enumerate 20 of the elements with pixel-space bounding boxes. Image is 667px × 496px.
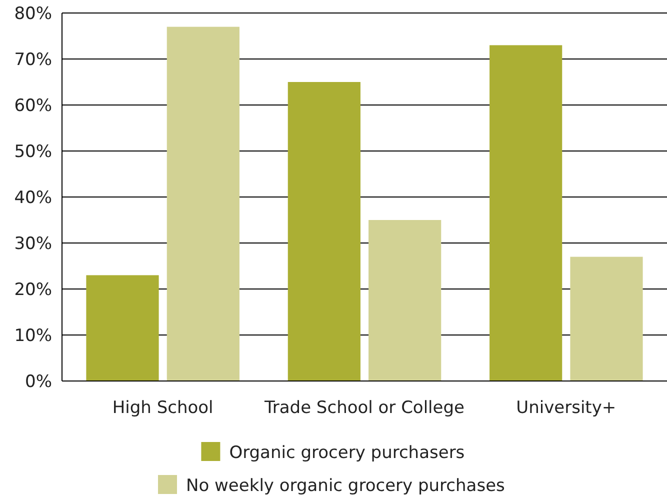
x-tick-label: Trade School or College <box>263 398 465 418</box>
bar <box>570 256 643 381</box>
bar <box>86 275 159 381</box>
y-tick-label: 30% <box>14 234 52 254</box>
y-tick-label: 20% <box>14 280 52 300</box>
bar <box>166 26 240 381</box>
y-tick-label: 10% <box>14 326 52 346</box>
bar <box>368 220 442 381</box>
y-tick-label: 70% <box>14 50 52 70</box>
x-tick-label: University+ <box>516 398 616 418</box>
y-tick-label: 40% <box>14 188 52 208</box>
y-tick-label: 0% <box>25 372 52 392</box>
x-tick-label: High School <box>112 398 214 418</box>
legend-label: Organic grocery purchasers <box>229 442 465 463</box>
y-tick-label: 80% <box>14 4 52 24</box>
y-tick-label: 60% <box>14 96 52 116</box>
y-tick-label: 50% <box>14 142 52 162</box>
legend-label: No weekly organic grocery purchases <box>186 476 506 496</box>
bar <box>288 82 360 381</box>
bar <box>490 45 562 381</box>
